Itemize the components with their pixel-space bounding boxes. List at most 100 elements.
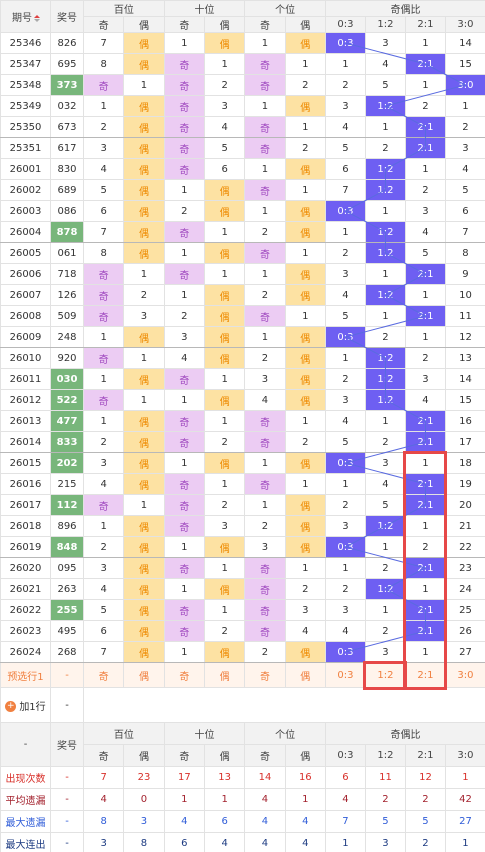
- miss-cell: 18: [444, 452, 485, 474]
- preselect-cell[interactable]: 偶: [123, 662, 165, 688]
- miss-cell: 1: [364, 263, 406, 285]
- miss-cell: 7: [444, 221, 485, 243]
- issue: 25348: [0, 74, 51, 96]
- draw-row: 26013 477 1 偶奇 1 奇 1 4 1 2:1 16: [0, 410, 485, 432]
- stats-value: 6: [163, 832, 205, 852]
- number: 263: [50, 578, 84, 600]
- number: 030: [50, 368, 84, 390]
- stats-value: 16: [284, 766, 326, 789]
- miss-cell: 2: [82, 536, 125, 558]
- preselect-cell[interactable]: 奇: [82, 662, 125, 688]
- header-row: - 奖号 百位 十位 个位 奇偶比: [0, 722, 485, 767]
- hit-cell: 1:2: [364, 179, 406, 201]
- sub-header: 奇: [82, 744, 125, 767]
- miss-cell: 19: [444, 473, 485, 495]
- stats-number: -: [50, 788, 84, 811]
- stats-value: 4: [244, 788, 286, 811]
- miss-cell: 4: [324, 284, 366, 306]
- preselect-cell[interactable]: 偶: [284, 662, 326, 688]
- issue: 26006: [0, 263, 51, 285]
- hit-cell: 偶: [284, 158, 326, 180]
- hit-cell: 0:3: [324, 452, 366, 474]
- issue: 26007: [0, 284, 51, 306]
- number-header: 奖号: [50, 722, 84, 767]
- miss-cell: 1: [364, 116, 406, 138]
- miss-cell: 2: [364, 326, 406, 348]
- miss-cell: 1: [284, 179, 326, 201]
- preselect-cell[interactable]: 偶: [203, 662, 246, 688]
- issue: 26019: [0, 536, 51, 558]
- hit-cell: 1:2: [364, 578, 406, 600]
- issue: 26011: [0, 368, 51, 390]
- miss-cell: 3: [324, 389, 366, 411]
- hit-cell: 2:1: [404, 410, 446, 432]
- number: 833: [50, 431, 84, 453]
- hit-cell: 偶: [203, 284, 246, 306]
- stats-value: 42: [444, 788, 485, 811]
- hit-cell: 偶: [123, 179, 165, 201]
- miss-cell: 3: [324, 515, 366, 537]
- miss-cell: 2: [163, 200, 205, 222]
- preselect-cell[interactable]: 3:0: [444, 662, 485, 688]
- stats-value: 4: [324, 788, 366, 811]
- miss-cell: 25: [444, 599, 485, 621]
- hit-cell: 偶: [284, 32, 326, 54]
- miss-cell: 16: [444, 410, 485, 432]
- miss-cell: 14: [444, 32, 485, 54]
- hit-cell: 偶: [123, 620, 165, 642]
- preselect-number: -: [50, 662, 84, 688]
- sub-header: 奇: [244, 744, 286, 767]
- preselect-cell[interactable]: 1:2: [364, 662, 406, 688]
- stats-corner: -: [0, 722, 51, 767]
- preselect-cell[interactable]: 0:3: [324, 662, 366, 688]
- miss-cell: 1: [324, 473, 366, 495]
- miss-cell: 1: [284, 116, 326, 138]
- miss-cell: 2: [82, 116, 125, 138]
- hit-cell: 偶: [123, 137, 165, 159]
- hit-cell: 奇: [244, 242, 286, 264]
- stats-value: 4: [203, 832, 246, 852]
- hit-cell: 奇: [244, 473, 286, 495]
- miss-cell: 2: [203, 431, 246, 453]
- miss-cell: 6: [324, 158, 366, 180]
- hit-cell: 偶: [284, 200, 326, 222]
- issue: 26002: [0, 179, 51, 201]
- miss-cell: 1: [404, 158, 446, 180]
- miss-cell: 3: [364, 452, 406, 474]
- miss-cell: 1: [324, 53, 366, 75]
- number: 202: [50, 452, 84, 474]
- miss-cell: 15: [444, 389, 485, 411]
- hit-cell: 奇: [163, 74, 205, 96]
- miss-cell: 2: [203, 494, 246, 516]
- miss-cell: 6: [444, 200, 485, 222]
- add-icon: +: [5, 701, 17, 712]
- miss-cell: 2: [444, 116, 485, 138]
- issue: 26004: [0, 221, 51, 243]
- stats-label: 最大遗漏: [0, 810, 51, 833]
- miss-cell: 6: [203, 158, 246, 180]
- stats-row: 平均遗漏 -4 0 1 1 4 1 4 2 2 42: [0, 788, 485, 811]
- number: 718: [50, 263, 84, 285]
- preselect-cell[interactable]: 奇: [163, 662, 205, 688]
- hit-cell: 奇: [163, 53, 205, 75]
- number: 522: [50, 389, 84, 411]
- preselect-cell[interactable]: 奇: [244, 662, 286, 688]
- stats-value: 4: [163, 810, 205, 833]
- miss-cell: 22: [444, 536, 485, 558]
- draw-row: 26002 689 5 偶 1 偶奇 1 7 1:2 2 5: [0, 179, 485, 201]
- group-header: 百位: [83, 0, 165, 17]
- hit-cell: 偶: [123, 557, 165, 579]
- miss-cell: 23: [444, 557, 485, 579]
- miss-cell: 4: [244, 389, 286, 411]
- preselect-cell[interactable]: 2:1: [404, 662, 446, 688]
- stats-value: 12: [404, 766, 446, 789]
- miss-cell: 1: [244, 158, 286, 180]
- hit-cell: 奇: [163, 158, 205, 180]
- miss-cell: 24: [444, 578, 485, 600]
- stats-value: 27: [444, 810, 485, 833]
- add-row-button[interactable]: + 加1行: [0, 687, 51, 723]
- hit-cell: 奇: [163, 137, 205, 159]
- number: 830: [50, 158, 84, 180]
- stats-value: 5: [404, 810, 446, 833]
- miss-cell: 1: [163, 179, 205, 201]
